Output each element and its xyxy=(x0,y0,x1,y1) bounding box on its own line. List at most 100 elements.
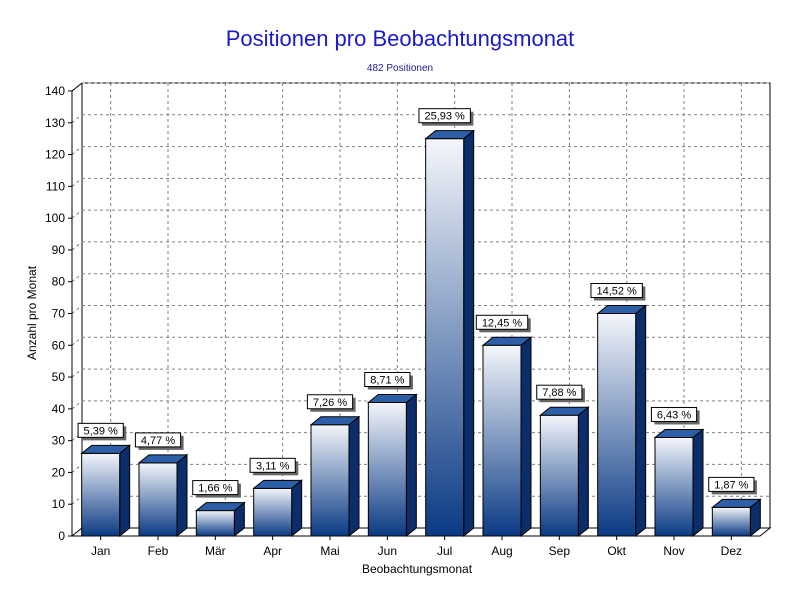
gridline-y-side xyxy=(71,146,83,155)
y-tick-label: 0 xyxy=(58,529,65,543)
data-label-box xyxy=(364,372,411,387)
gridline-y-side xyxy=(71,305,83,314)
x-tick-label: Dez xyxy=(721,544,742,558)
bar-side xyxy=(176,453,188,538)
data-label: 1,87 % xyxy=(714,479,748,491)
bar-top xyxy=(424,130,476,140)
bar-side xyxy=(577,406,589,538)
bar-top xyxy=(309,416,361,426)
x-tick-label: Jul xyxy=(437,544,452,558)
y-tick-label: 10 xyxy=(52,497,66,511)
y-tick-label: 30 xyxy=(52,434,66,448)
bar-side xyxy=(692,428,704,538)
gridline-y-side xyxy=(71,273,83,283)
bar xyxy=(310,424,350,537)
data-label-box xyxy=(418,108,471,124)
y-tick-label: 40 xyxy=(52,402,66,416)
bar-top xyxy=(538,406,590,416)
y-tick-label: 20 xyxy=(52,465,66,479)
bar-top xyxy=(710,498,762,508)
bar xyxy=(597,313,637,537)
data-label-box xyxy=(77,422,124,438)
bar xyxy=(253,487,293,537)
data-label: 7,26 % xyxy=(313,397,347,409)
data-label-box xyxy=(249,457,296,473)
bar-top xyxy=(137,454,189,464)
bar-top xyxy=(653,428,705,438)
x-tick-label: Aug xyxy=(491,544,512,558)
bar-side xyxy=(291,479,303,538)
y-tick-label: 140 xyxy=(45,84,65,98)
y-tick-label: 110 xyxy=(46,179,65,193)
data-label: 3,11 % xyxy=(256,460,290,472)
chart-title: Positionen pro Beobachtungsmonat xyxy=(226,26,575,51)
bar-top xyxy=(596,305,648,314)
y-tick-label: 130 xyxy=(45,116,65,130)
bar xyxy=(539,414,579,537)
bar-top xyxy=(252,479,304,489)
x-tick-label: Mai xyxy=(320,544,339,558)
data-label-box xyxy=(708,476,755,492)
gridline-y-side xyxy=(71,241,83,251)
gridline-y-side xyxy=(71,432,83,442)
data-label-box xyxy=(134,432,182,448)
data-label: 12,45 % xyxy=(482,317,523,329)
gridline-y-side xyxy=(71,464,83,473)
gridline-y-side xyxy=(71,368,83,378)
y-axis-label: Anzahl pro Monat xyxy=(25,265,39,360)
bar xyxy=(425,138,465,537)
gridline-y-side xyxy=(71,400,83,410)
x-tick-label: Apr xyxy=(263,544,282,558)
y-tick-label: 120 xyxy=(45,148,65,162)
data-label-box xyxy=(650,406,698,422)
bar-side xyxy=(635,304,647,538)
data-label-box xyxy=(590,283,643,298)
y-tick-label: 80 xyxy=(52,275,66,289)
y-tick-label: 90 xyxy=(52,243,66,257)
x-tick-label: Feb xyxy=(148,544,169,558)
bar-top xyxy=(194,502,246,512)
bar-side xyxy=(463,129,475,538)
bar xyxy=(482,344,522,537)
x-tick-label: Jan xyxy=(91,544,110,558)
data-label-box xyxy=(475,314,529,330)
x-tick-label: Jun xyxy=(378,544,397,558)
data-label-box xyxy=(192,480,239,496)
bar xyxy=(81,452,121,537)
x-tick-label: Okt xyxy=(607,544,626,558)
bar xyxy=(195,510,235,537)
bar xyxy=(654,436,694,537)
bar-side xyxy=(520,336,532,538)
gridline-y-side xyxy=(71,209,83,219)
data-label-box xyxy=(536,384,583,400)
y-tick-label: 50 xyxy=(52,370,66,384)
data-label: 7,88 % xyxy=(542,387,576,399)
data-label: 25,93 % xyxy=(424,111,465,123)
data-label: 4,77 % xyxy=(141,435,175,447)
gridline-y-side xyxy=(71,114,83,124)
data-label: 8,71 % xyxy=(370,375,404,387)
data-label: 6,43 % xyxy=(657,409,691,421)
gridline-y-side xyxy=(71,177,83,187)
gridline-y-side xyxy=(71,336,83,346)
x-axis-label: Beobachtungsmonat xyxy=(362,562,473,576)
bar xyxy=(711,506,751,537)
data-label: 1,66 % xyxy=(198,483,232,495)
bar-top xyxy=(481,336,533,346)
chart-subtitle: 482 Positionen xyxy=(367,63,433,74)
bar-side xyxy=(348,415,360,538)
bar-side xyxy=(119,444,131,538)
bar xyxy=(367,402,407,537)
y-tick-label: 60 xyxy=(52,338,66,352)
x-tick-label: Nov xyxy=(663,544,684,558)
gridline-y-side xyxy=(71,495,83,505)
x-tick-label: Sep xyxy=(549,544,571,558)
x-tick-label: Mär xyxy=(205,544,226,558)
bar xyxy=(138,462,178,537)
y-tick-label: 70 xyxy=(52,307,66,321)
bar-top xyxy=(366,394,418,403)
data-label: 5,39 % xyxy=(84,425,118,437)
y-axis-top-edge xyxy=(71,82,83,92)
data-label-box xyxy=(306,394,354,410)
